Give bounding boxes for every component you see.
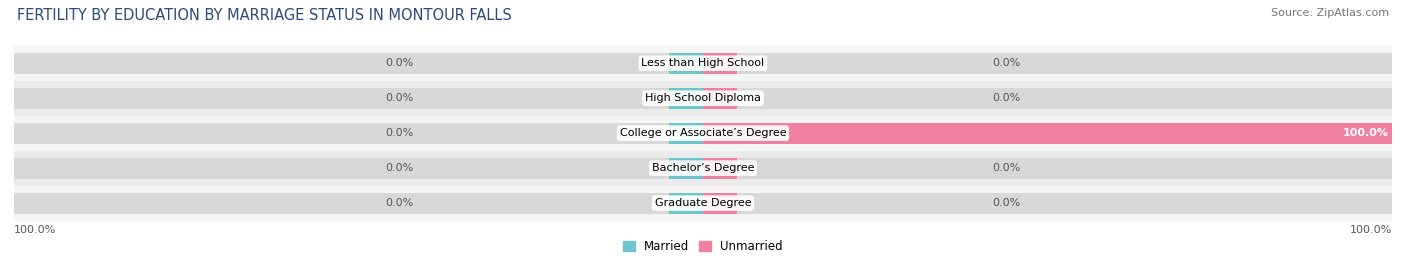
Bar	[14, 158, 703, 179]
Bar	[703, 158, 1392, 179]
Bar	[14, 88, 703, 109]
Text: 100.0%: 100.0%	[14, 225, 56, 235]
Text: 0.0%: 0.0%	[993, 163, 1021, 173]
Text: 0.0%: 0.0%	[993, 198, 1021, 208]
Bar	[669, 158, 703, 179]
Bar	[703, 53, 738, 74]
Bar	[669, 123, 703, 144]
Bar	[14, 46, 1392, 81]
Text: 0.0%: 0.0%	[385, 198, 413, 208]
Text: Bachelor’s Degree: Bachelor’s Degree	[652, 163, 754, 173]
Bar	[14, 186, 1392, 221]
Bar	[669, 193, 703, 214]
Text: High School Diploma: High School Diploma	[645, 93, 761, 103]
Text: Source: ZipAtlas.com: Source: ZipAtlas.com	[1271, 8, 1389, 18]
Bar	[703, 158, 738, 179]
Bar	[14, 193, 703, 214]
Text: FERTILITY BY EDUCATION BY MARRIAGE STATUS IN MONTOUR FALLS: FERTILITY BY EDUCATION BY MARRIAGE STATU…	[17, 8, 512, 23]
Text: 100.0%: 100.0%	[1350, 225, 1392, 235]
Bar	[703, 88, 1392, 109]
Text: 0.0%: 0.0%	[385, 58, 413, 68]
Bar	[703, 88, 738, 109]
Text: Less than High School: Less than High School	[641, 58, 765, 68]
Text: 0.0%: 0.0%	[993, 93, 1021, 103]
Bar	[14, 151, 1392, 186]
Bar	[703, 53, 1392, 74]
Bar	[703, 193, 738, 214]
Bar	[14, 123, 703, 144]
Text: 0.0%: 0.0%	[385, 128, 413, 138]
Bar	[703, 123, 1392, 144]
Bar	[703, 123, 1392, 144]
Text: 0.0%: 0.0%	[385, 163, 413, 173]
Bar	[669, 88, 703, 109]
Text: 0.0%: 0.0%	[993, 58, 1021, 68]
Text: 100.0%: 100.0%	[1343, 128, 1389, 138]
Text: Graduate Degree: Graduate Degree	[655, 198, 751, 208]
Text: 0.0%: 0.0%	[385, 93, 413, 103]
Bar	[669, 53, 703, 74]
Bar	[14, 116, 1392, 151]
Legend: Married, Unmarried: Married, Unmarried	[623, 240, 783, 253]
Bar	[703, 193, 1392, 214]
Text: College or Associate’s Degree: College or Associate’s Degree	[620, 128, 786, 138]
Bar	[14, 53, 703, 74]
Bar	[14, 81, 1392, 116]
